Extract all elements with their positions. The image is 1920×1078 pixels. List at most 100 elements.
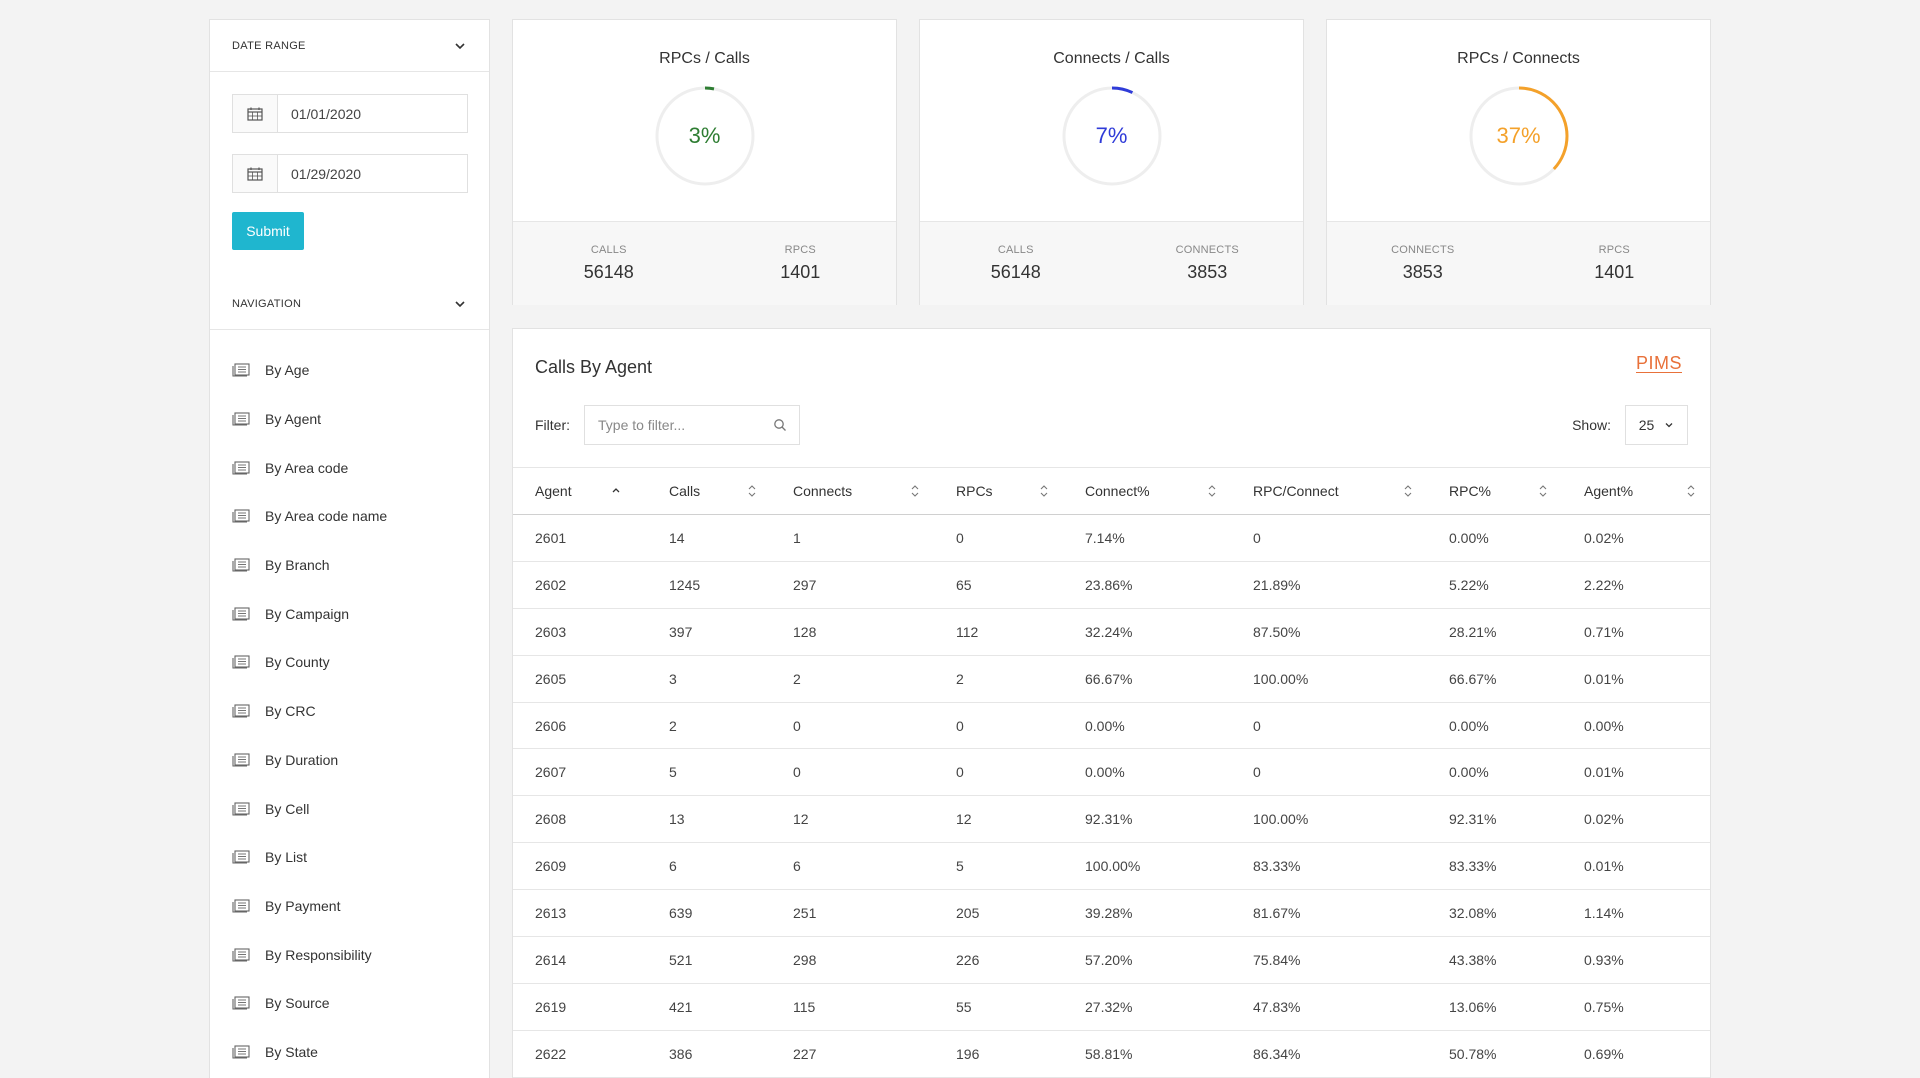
page-size-select[interactable]: 25 <box>1625 405 1688 445</box>
table-cell: 6 <box>647 842 771 891</box>
navigation-header[interactable]: NAVIGATION <box>210 278 489 330</box>
nav-item-label: By Branch <box>265 557 330 574</box>
sort-icon[interactable] <box>1039 484 1049 498</box>
pims-logo: PIMS <box>1635 353 1682 373</box>
table-cell: 0 <box>1231 514 1427 562</box>
sort-icon[interactable] <box>1686 484 1696 498</box>
nav-item-by-county[interactable]: By County <box>210 638 489 687</box>
nav-item-by-responsibility[interactable]: By Responsibility <box>210 930 489 979</box>
submit-button[interactable]: Submit <box>232 212 304 250</box>
filter-input[interactable]: Type to filter... <box>584 405 800 445</box>
chevron-down-icon[interactable] <box>453 297 467 311</box>
table-cell: 0 <box>934 748 1063 797</box>
table-cell: 32.24% <box>1063 608 1231 656</box>
date-range-header[interactable]: DATE RANGE <box>210 20 489 72</box>
column-header-label: Calls <box>669 483 701 499</box>
nav-item-by-agent[interactable]: By Agent <box>210 395 489 444</box>
nav-item-by-crc[interactable]: By CRC <box>210 687 489 736</box>
nav-item-by-list[interactable]: By List <box>210 833 489 882</box>
table-cell: 2.22% <box>1562 561 1710 609</box>
nav-item-by-area-code[interactable]: By Area code <box>210 443 489 492</box>
column-header-label: Connects <box>793 483 853 499</box>
table-cell: 0.69% <box>1562 1030 1710 1078</box>
table-cell: 2622 <box>513 1030 647 1078</box>
nav-item-by-source[interactable]: By Source <box>210 979 489 1028</box>
gauge-percent: 37% <box>1496 123 1541 148</box>
column-header-agent-[interactable]: Agent% <box>1562 467 1710 515</box>
column-header-calls[interactable]: Calls <box>647 467 771 515</box>
nav-item-by-cell[interactable]: By Cell <box>210 784 489 833</box>
column-header-label: Agent% <box>1584 483 1634 499</box>
table-cell: 2601 <box>513 514 647 562</box>
table-row: 2609 6 6 5 100.00% 83.33% 83.33% 0.01% <box>513 842 1710 891</box>
column-header-label: RPC% <box>1449 483 1492 499</box>
date-range-section: 01/01/2020 01/29/2020 Submit <box>210 72 489 260</box>
chevron-down-icon[interactable] <box>453 39 467 53</box>
table-cell: 2605 <box>513 655 647 703</box>
column-header-connects[interactable]: Connects <box>771 467 934 515</box>
gauge-arc <box>655 86 754 186</box>
sidebar: DATE RANGE 01/01/2020 01/29/2020 Submit … <box>209 19 490 1078</box>
nav-item-by-state[interactable]: By State <box>210 1028 489 1077</box>
end-date-field[interactable]: 01/29/2020 <box>232 154 468 193</box>
start-date-field[interactable]: 01/01/2020 <box>232 94 468 133</box>
table-cell: 298 <box>771 936 934 984</box>
table-cell: 28.21% <box>1427 608 1562 656</box>
gauge: 3% <box>653 84 757 188</box>
table-cell: 2607 <box>513 748 647 797</box>
stat-calls: CALLS 56148 <box>513 222 705 305</box>
sort-icon[interactable] <box>910 484 920 498</box>
stat-rpcs: RPCS 1401 <box>1519 222 1711 305</box>
report-icon <box>232 607 250 621</box>
filter-label: Filter: <box>535 417 570 433</box>
table-row: 2605 3 2 2 66.67% 100.00% 66.67% 0.01% <box>513 655 1710 703</box>
column-header-rpc-connect[interactable]: RPC/Connect <box>1231 467 1427 515</box>
table-cell: 0.75% <box>1562 983 1710 1031</box>
table-cell: 100.00% <box>1063 842 1231 891</box>
nav-item-label: By Responsibility <box>265 946 372 963</box>
table-cell: 0 <box>934 702 1063 750</box>
navigation-label: NAVIGATION <box>232 297 302 310</box>
sort-ascending-icon[interactable] <box>611 484 621 498</box>
calendar-icon[interactable] <box>233 95 278 132</box>
nav-item-by-duration[interactable]: By Duration <box>210 736 489 785</box>
table-cell: 50.78% <box>1427 1030 1562 1078</box>
nav-item-by-area-code-name[interactable]: By Area code name <box>210 492 489 541</box>
stat-connects: CONNECTS 3853 <box>1327 222 1519 305</box>
report-icon <box>232 704 250 718</box>
table-cell: 66.67% <box>1063 655 1231 703</box>
table-cell: 13 <box>647 795 771 844</box>
column-header-rpcs[interactable]: RPCs <box>934 467 1063 515</box>
nav-item-by-campaign[interactable]: By Campaign <box>210 589 489 638</box>
sort-icon[interactable] <box>1538 484 1548 498</box>
calendar-icon[interactable] <box>233 155 278 192</box>
table-cell: 639 <box>647 889 771 938</box>
column-header-rpc-[interactable]: RPC% <box>1427 467 1562 515</box>
table-cell: 47.83% <box>1231 983 1427 1031</box>
sort-icon[interactable] <box>1403 484 1413 498</box>
nav-item-by-age[interactable]: By Age <box>210 346 489 395</box>
column-header-agent[interactable]: Agent <box>513 467 647 515</box>
sort-icon[interactable] <box>1207 484 1217 498</box>
connects-calls-card: Connects / Calls 7% CALLS 56148 CONNECTS 3… <box>919 19 1304 305</box>
nav-item-label: By List <box>265 849 308 866</box>
table-cell: 3 <box>647 655 771 703</box>
stat-label: RPCS <box>1598 244 1630 256</box>
nav-item-by-payment[interactable]: By Payment <box>210 882 489 931</box>
report-icon <box>232 363 250 377</box>
gauge: 7% <box>1060 84 1164 188</box>
stat-rpcs: RPCS 1401 <box>705 222 897 305</box>
search-icon[interactable] <box>773 418 787 432</box>
agent-table: Agent Calls Connects RPCs Connect% RPC/Connec… <box>513 467 1710 1078</box>
table-cell: 0.00% <box>1427 702 1562 750</box>
sort-icon[interactable] <box>747 484 757 498</box>
start-date-value[interactable]: 01/01/2020 <box>291 105 362 122</box>
nav-item-by-branch[interactable]: By Branch <box>210 541 489 590</box>
table-cell: 86.34% <box>1231 1030 1427 1078</box>
report-icon <box>232 509 250 523</box>
column-header-connect-[interactable]: Connect% <box>1063 467 1231 515</box>
table-cell: 55 <box>934 983 1063 1031</box>
end-date-value[interactable]: 01/29/2020 <box>291 165 362 182</box>
report-icon <box>232 655 250 670</box>
table-cell: 0.93% <box>1562 936 1710 984</box>
